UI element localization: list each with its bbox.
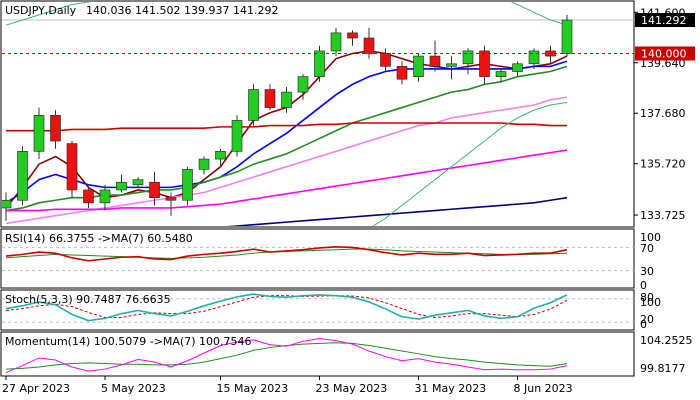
stoch-tick-80: 80 xyxy=(640,291,654,304)
stoch-tick-100: 100 xyxy=(640,296,661,309)
time-tick-label: 27 Apr 2023 xyxy=(2,382,70,395)
current-price-label-box xyxy=(635,13,695,28)
rsi-label: RSI(14) 66.3755 ->MA(7) 60.5480 xyxy=(5,232,193,245)
candle-body[interactable] xyxy=(83,189,94,204)
candle-body[interactable] xyxy=(495,71,507,77)
momentum-ma-line xyxy=(5,342,568,370)
candle-body[interactable] xyxy=(297,76,309,93)
overlay-line xyxy=(226,196,568,226)
current-price-label: 141.292 xyxy=(641,14,687,27)
stoch-panel-frame[interactable] xyxy=(0,289,635,331)
price-level-label: 140.000 xyxy=(641,47,687,60)
price-tick-label: 135.720 xyxy=(640,158,686,171)
momentum-line xyxy=(5,338,568,373)
stoch-label: Stoch(5,3,3) 90.7487 76.6635 xyxy=(5,293,171,306)
stoch-signal-line xyxy=(5,295,568,319)
candle-body[interactable] xyxy=(380,53,391,67)
stoch-tick-0: 0 xyxy=(640,318,647,331)
candle-body[interactable] xyxy=(248,89,259,121)
candle-body[interactable] xyxy=(1,199,12,209)
time-axis: 27 Apr 2023 5 May 2023 15 May 2023 23 May 2… xyxy=(2,376,573,395)
rsi-tick-100: 100 xyxy=(640,231,661,244)
time-tick-label: 31 May 2023 xyxy=(415,382,487,395)
candle-body[interactable] xyxy=(561,19,573,54)
candle-body[interactable] xyxy=(479,50,490,77)
rsi-tick-0: 0 xyxy=(640,279,647,292)
momentum-tick-high: 104.2525 xyxy=(640,334,693,347)
price-tick-label: 133.725 xyxy=(640,209,686,222)
candle-body[interactable] xyxy=(330,32,342,52)
symbol-label: USDJPY,Daily xyxy=(5,4,77,17)
candle-body[interactable] xyxy=(33,114,45,152)
candle-body[interactable] xyxy=(182,169,193,201)
candle-body[interactable] xyxy=(281,91,292,108)
momentum-tick-low: 99.8177 xyxy=(640,362,686,375)
candle-body[interactable] xyxy=(446,63,457,67)
candle-body[interactable] xyxy=(165,197,177,201)
stoch-tick-20: 20 xyxy=(640,313,654,326)
price-level-label-box xyxy=(635,46,695,61)
candle-body[interactable] xyxy=(215,151,226,160)
candle-body[interactable] xyxy=(314,50,325,77)
candle-body[interactable] xyxy=(347,32,358,39)
price-tick-label: 137.680 xyxy=(640,107,686,120)
time-tick-label: 15 May 2023 xyxy=(217,382,289,395)
candle-body[interactable] xyxy=(50,114,61,142)
ohlc-values: 140.036 141.502 139.937 141.292 xyxy=(86,4,278,17)
candle-body[interactable] xyxy=(99,189,111,204)
price-panel-frame[interactable] xyxy=(0,0,635,228)
rsi-tick-70: 70 xyxy=(640,242,654,255)
candle-body[interactable] xyxy=(132,179,144,186)
oscillator-series xyxy=(5,246,568,373)
candle-body[interactable] xyxy=(429,55,441,67)
candle-body[interactable] xyxy=(528,50,540,65)
rsi-tick-30: 30 xyxy=(640,265,654,278)
time-tick-label: 5 May 2023 xyxy=(101,382,166,395)
time-tick-label: 8 Jun 2023 xyxy=(514,382,573,395)
stoch-main-line xyxy=(5,293,568,322)
grid-lines xyxy=(2,19,634,323)
rsi-line xyxy=(5,246,568,262)
candle-body[interactable] xyxy=(231,120,243,152)
overlay-line xyxy=(5,60,568,204)
candle-body[interactable] xyxy=(413,55,424,77)
candle-body[interactable] xyxy=(198,158,210,170)
candle-body[interactable] xyxy=(17,151,28,201)
momentum-label: Momentum(14) 100.5079 ->MA(7) 100.7546 xyxy=(5,335,252,348)
overlay-line xyxy=(6,149,568,212)
candle-body[interactable] xyxy=(116,181,127,191)
candle-body[interactable] xyxy=(363,37,375,54)
candlestick-series[interactable] xyxy=(1,14,573,221)
overlay-line xyxy=(5,65,568,212)
candle-body[interactable] xyxy=(66,143,78,191)
candle-body[interactable] xyxy=(396,66,408,80)
time-tick-label: 23 May 2023 xyxy=(316,382,388,395)
candle-body[interactable] xyxy=(264,89,276,108)
candle-body[interactable] xyxy=(149,181,160,198)
candle-body[interactable] xyxy=(462,50,474,65)
overlay-line xyxy=(372,101,568,226)
candle-body[interactable] xyxy=(512,63,523,72)
overlay-line xyxy=(6,122,567,132)
